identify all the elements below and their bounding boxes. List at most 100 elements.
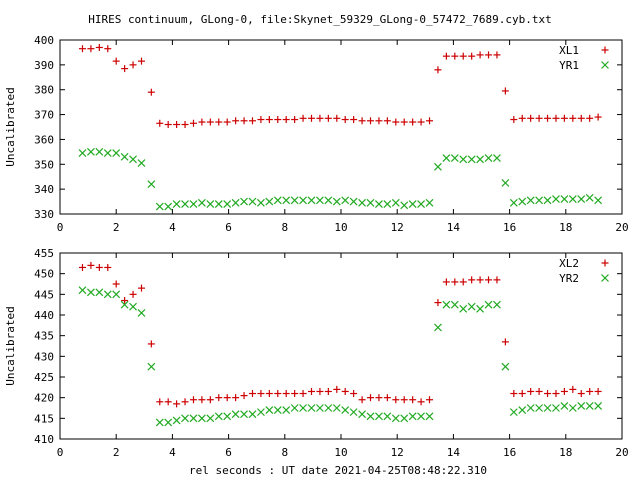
data-point [467,155,476,164]
x-tick-label: 0 [57,221,64,234]
data-point [181,398,189,406]
data-point [248,117,256,125]
data-point [291,116,299,124]
data-point-stroke [248,197,257,206]
data-point [425,198,434,207]
data-point-stroke [526,196,535,205]
data-point-stroke [358,410,366,419]
data-point-stroke [197,198,206,207]
data-point [560,114,568,122]
data-point [137,309,146,317]
data-point [358,396,366,404]
data-point [409,118,417,126]
data-point-stroke [231,410,240,419]
y-tick-label: 430 [34,350,54,363]
data-point [451,52,459,60]
data-point-stroke [434,162,442,171]
data-point [552,195,560,204]
data-point-stroke [383,200,392,208]
y-tick-label: 330 [34,208,54,221]
data-point [189,119,197,127]
data-point-stroke [341,196,350,205]
data-point-stroke [273,406,282,414]
data-point [358,117,366,125]
data-point-stroke [459,155,468,164]
legend-marker-stroke [601,274,609,282]
data-point-stroke [434,323,442,332]
data-point [350,390,358,398]
data-point-stroke [299,196,307,205]
data-point [189,396,197,404]
y-tick-label: 410 [34,433,54,446]
data-point-stroke [560,195,569,204]
data-point [459,278,467,286]
data-point [577,390,585,398]
data-point [299,114,307,122]
x-tick-label: 18 [559,446,572,459]
data-point-stroke [206,200,215,208]
data-point-stroke [137,309,146,317]
data-point [307,387,315,395]
data-point-stroke [181,200,189,208]
data-point [206,118,214,126]
data-point [451,278,459,286]
x-tick-label: 14 [447,446,461,459]
data-point-stroke [197,414,206,423]
data-point [552,114,560,122]
data-point [417,118,425,126]
data-point [544,114,552,122]
legend-marker [601,259,609,267]
data-point [383,200,392,208]
data-point [569,114,577,122]
data-point [257,390,265,398]
data-point [586,387,594,395]
data-point-stroke [265,197,274,206]
data-point-stroke [400,414,409,423]
data-point [307,196,316,205]
data-point [206,396,214,404]
y-tick-label: 445 [34,288,54,301]
x-tick-label: 6 [225,446,232,459]
data-point [265,390,273,398]
data-point [577,114,585,122]
data-point [290,404,299,412]
data-point [485,276,493,284]
data-point-stroke [112,290,121,299]
y-tick-label: 420 [34,392,54,405]
data-point [518,390,526,398]
x-tick-label: 16 [503,446,516,459]
y-tick-label: 425 [34,371,54,384]
data-point-stroke [103,149,112,158]
x-tick-label: 4 [169,446,176,459]
data-point [518,406,527,414]
plot-frame [59,252,623,440]
data-point [274,116,282,124]
data-point [442,154,451,162]
data-point [468,52,476,60]
data-point-stroke [408,412,417,421]
y-tick-label: 340 [34,183,54,196]
data-point [493,51,501,59]
data-point [375,117,383,125]
data-point [568,404,577,412]
data-point [240,392,248,400]
data-point-stroke [86,288,95,297]
data-point-stroke [129,155,137,164]
data-point [535,404,544,412]
data-point [569,385,577,393]
data-point [232,117,240,125]
data-point [173,400,181,408]
data-point [450,300,459,309]
data-point [240,410,248,419]
y-tick-label: 455 [34,247,54,260]
data-point-stroke [391,198,400,207]
data-point [147,88,155,96]
data-point-stroke [552,195,560,204]
data-point-stroke [391,414,400,423]
data-point [223,118,231,126]
data-point-stroke [240,197,248,206]
data-point [552,390,560,398]
data-point [526,404,535,412]
data-point-stroke [78,149,87,158]
data-point [273,406,282,414]
